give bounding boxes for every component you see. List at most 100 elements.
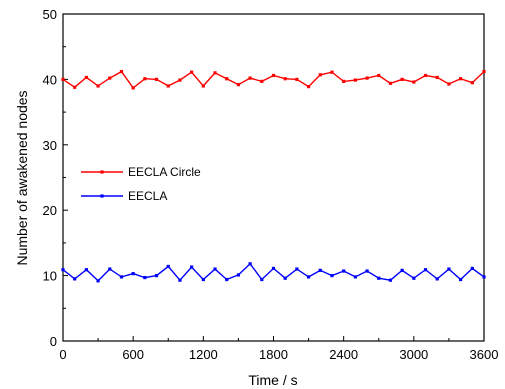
- data-point-eecla-circle: [260, 79, 264, 83]
- data-point-eecla-circle: [435, 75, 439, 80]
- data-point-eecla-circle: [119, 69, 124, 74]
- data-point-eecla: [447, 267, 451, 271]
- data-point-eecla-circle: [166, 84, 170, 88]
- data-point-eecla: [73, 277, 77, 281]
- data-point-eecla-circle: [236, 83, 241, 87]
- data-point-eecla-circle: [154, 77, 159, 81]
- data-point-eecla-circle: [248, 76, 252, 80]
- data-point-eecla-circle: [96, 84, 100, 88]
- data-point-eecla: [154, 274, 159, 278]
- data-point-eecla: [365, 269, 369, 273]
- y-tick-label: 0: [50, 334, 57, 349]
- data-point-eecla-circle: [423, 73, 428, 78]
- data-point-eecla-circle: [365, 76, 369, 80]
- data-point-eecla: [482, 275, 486, 279]
- data-point-eecla: [178, 278, 182, 282]
- data-point-eecla: [190, 265, 194, 269]
- data-point-eecla: [201, 277, 205, 282]
- y-tick-label: 20: [43, 203, 57, 218]
- data-point-eecla: [400, 268, 404, 272]
- data-point-eecla-circle: [84, 75, 88, 80]
- data-point-eecla-circle: [412, 80, 416, 84]
- data-point-eecla-circle: [295, 77, 299, 81]
- data-point-eecla-circle: [470, 81, 474, 85]
- data-point-eecla: [306, 275, 311, 279]
- data-point-eecla: [108, 267, 112, 271]
- y-tick-label: 50: [43, 7, 57, 22]
- data-point-eecla: [131, 272, 135, 276]
- data-point-eecla-circle: [388, 81, 393, 85]
- legend-marker-eecla: [100, 194, 104, 198]
- data-point-eecla: [166, 264, 170, 269]
- x-axis-title: Time / s: [248, 372, 297, 388]
- data-point-eecla-circle: [108, 76, 112, 80]
- data-point-eecla: [248, 262, 252, 266]
- data-point-eecla-circle: [318, 73, 322, 77]
- plot-frame: [62, 13, 485, 342]
- data-point-eecla-circle: [447, 82, 451, 86]
- data-point-eecla-circle: [306, 84, 311, 89]
- data-point-eecla-circle: [271, 73, 276, 78]
- legend: EECLA Circle EECLA: [81, 165, 201, 203]
- legend-label-eecla: EECLA: [128, 189, 167, 203]
- data-point-eecla: [295, 267, 299, 271]
- data-point-eecla: [318, 268, 322, 272]
- y-axis-title: Number of awakened nodes: [14, 90, 30, 265]
- legend-marker-eecla-circle: [100, 170, 104, 174]
- data-point-eecla: [119, 275, 124, 279]
- data-point-eecla-circle: [330, 70, 334, 74]
- data-point-eecla: [353, 275, 357, 279]
- series-line-eecla: [62, 262, 485, 282]
- data-point-eecla-circle: [143, 77, 147, 81]
- data-point-eecla: [423, 268, 428, 272]
- data-point-eecla: [470, 266, 474, 271]
- data-point-eecla: [388, 278, 393, 282]
- data-point-eecla-circle: [225, 77, 229, 81]
- series-layer: [61, 69, 486, 283]
- data-point-eecla-circle: [459, 77, 463, 81]
- data-point-eecla-circle: [283, 77, 287, 81]
- data-point-eecla: [213, 267, 217, 271]
- data-point-eecla-circle: [73, 85, 77, 89]
- data-point-eecla-circle: [213, 71, 217, 75]
- data-point-eecla-circle: [342, 79, 346, 83]
- data-point-eecla-circle: [61, 77, 65, 81]
- x-tick-label: 600: [122, 347, 144, 362]
- y-tick-label: 10: [43, 269, 57, 284]
- data-point-eecla: [412, 276, 416, 280]
- x-tick-label: 1800: [259, 347, 288, 362]
- data-point-eecla: [283, 276, 287, 280]
- legend-label-eecla-circle: EECLA Circle: [128, 165, 201, 179]
- data-point-eecla: [435, 277, 439, 281]
- data-point-eecla: [236, 273, 241, 277]
- data-point-eecla-circle: [400, 77, 404, 81]
- data-point-eecla: [84, 268, 88, 272]
- data-point-eecla-circle: [178, 78, 182, 82]
- data-point-eecla: [143, 275, 147, 280]
- data-point-eecla-circle: [131, 86, 135, 90]
- data-point-eecla: [330, 274, 334, 278]
- y-tick-label: 40: [43, 72, 57, 87]
- data-point-eecla: [61, 268, 65, 272]
- x-tick-label: 2400: [329, 347, 358, 362]
- data-point-eecla: [225, 277, 229, 282]
- data-point-eecla: [342, 269, 346, 273]
- y-tick-label: 30: [43, 138, 57, 153]
- data-point-eecla: [271, 266, 276, 271]
- x-axis-ticks: 0 600 1200 1800 2400 3000 3600: [59, 336, 498, 362]
- data-point-eecla-circle: [353, 78, 357, 82]
- x-tick-label: 3000: [399, 347, 428, 362]
- data-point-eecla-circle: [377, 73, 381, 78]
- data-point-eecla: [459, 277, 463, 282]
- y-axis-ticks: 0 10 20 30 40 50: [43, 7, 68, 349]
- data-point-eecla: [377, 276, 381, 280]
- x-tick-label: 3600: [470, 347, 499, 362]
- x-tick-label: 0: [59, 347, 66, 362]
- data-point-eecla: [96, 279, 100, 283]
- data-point-eecla: [260, 277, 264, 282]
- x-tick-label: 1200: [189, 347, 218, 362]
- data-point-eecla-circle: [190, 70, 194, 74]
- data-point-eecla-circle: [482, 69, 486, 74]
- data-point-eecla-circle: [201, 84, 205, 88]
